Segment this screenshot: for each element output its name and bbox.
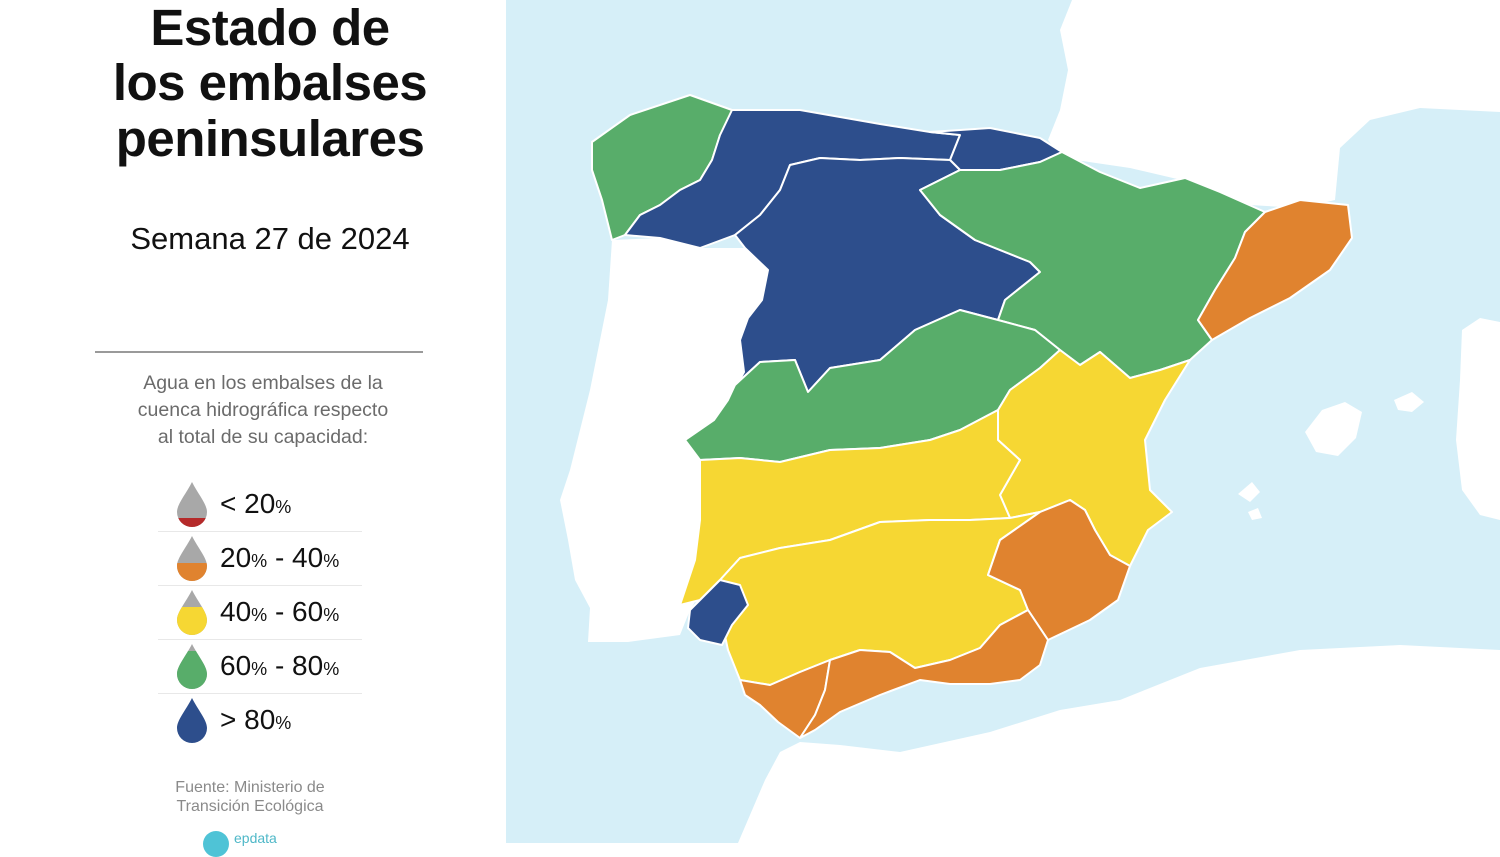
brand-logo-text: epdata <box>234 830 277 846</box>
legend-description-line-1: Agua en los embalses de la <box>143 372 383 394</box>
source-line-1: Fuente: Ministerio de <box>175 779 325 796</box>
page-title-line-1: Estado de <box>150 0 390 56</box>
legend-label-60-80: 60% - 80% <box>220 650 340 681</box>
basin-cuencas-internas-cataluna <box>1197 199 1353 341</box>
formentera <box>1248 508 1262 520</box>
page-title-line-3: peninsulares <box>115 110 425 167</box>
ibiza <box>1238 482 1260 502</box>
legend-label-gt80: > 80% <box>220 704 292 735</box>
drop-icon-20-40 <box>177 536 207 581</box>
legend-item-lt20: < 20% <box>158 478 362 532</box>
drop-icon-lt20 <box>177 482 207 527</box>
legend-panel: Estado de los embalses peninsulares Sema… <box>0 0 506 857</box>
basin-mediterraneas-andaluzas <box>799 609 1049 739</box>
legend-item-60-80: 60% - 80% <box>158 640 362 694</box>
drop-icon-gt80 <box>177 698 207 743</box>
legend-item-40-60: 40% - 60% <box>158 586 362 640</box>
legend-description-line-2: cuenca hidrográfica respecto <box>137 399 389 421</box>
drop-icon-40-60 <box>177 590 207 635</box>
divider <box>95 351 423 353</box>
legend-label-20-40: 20% - 40% <box>220 542 340 573</box>
basin-tinto-odiel-piedras <box>687 579 749 646</box>
france-landmass <box>1048 0 1500 208</box>
portugal-landmass <box>560 238 768 642</box>
legend-label-40-60: 40% - 60% <box>220 596 340 627</box>
week-subtitle: Semana 27 de 2024 <box>130 221 410 256</box>
legend-label-lt20: < 20% <box>220 488 292 519</box>
brand-logo-icon <box>203 831 229 857</box>
drop-icon-60-80 <box>177 644 207 689</box>
menorca <box>1394 392 1424 412</box>
basin-segura <box>987 499 1131 641</box>
africa-landmass <box>738 645 1500 843</box>
source-line-2: Transición Ecológica <box>176 798 324 815</box>
corsica-sardinia <box>1456 318 1500 520</box>
legend-description-line-3: al total de su capacidad: <box>157 426 369 448</box>
spain-reservoirs-map <box>506 0 1500 843</box>
mallorca <box>1305 402 1362 456</box>
legend-item-20-40: 20% - 40% <box>158 532 362 586</box>
legend-item-gt80: > 80% <box>158 694 362 747</box>
page-title-line-2: los embalses <box>112 54 428 111</box>
